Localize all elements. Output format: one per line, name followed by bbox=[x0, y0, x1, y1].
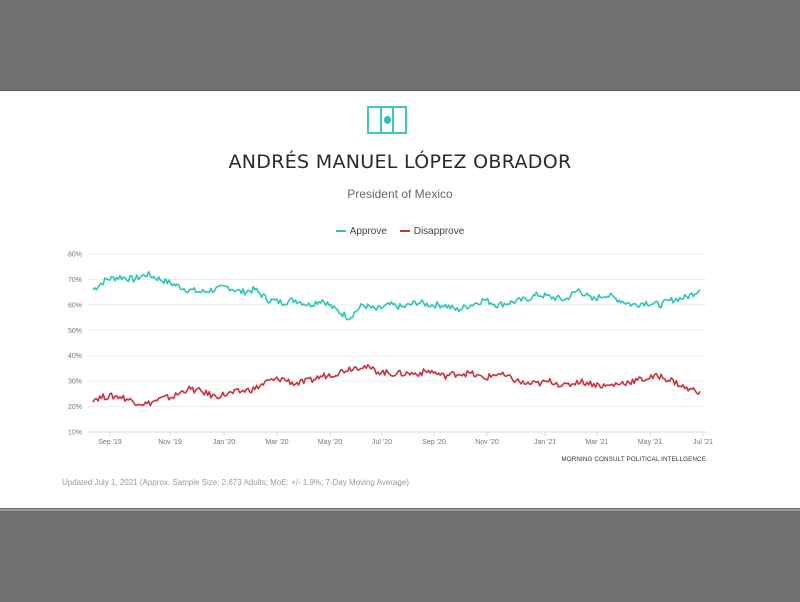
y-tick-label: 70% bbox=[68, 277, 82, 284]
chart-legend: Approve Disapprove bbox=[0, 224, 800, 237]
legend-item-disapprove[interactable]: Disapprove bbox=[399, 225, 465, 237]
chart-subtitle: President of Mexico bbox=[347, 187, 453, 201]
x-tick-label: Nov '20 bbox=[475, 439, 499, 446]
x-tick-label: Mar '20 bbox=[265, 439, 288, 446]
y-tick-label: 80% bbox=[68, 252, 82, 259]
top-background-band bbox=[0, 0, 800, 91]
x-tick-label: Jul '21 bbox=[693, 439, 713, 446]
chart-card: ANDRÉS MANUEL LÓPEZ OBRADOR President of… bbox=[0, 91, 800, 508]
x-tick-label: Jul '20 bbox=[372, 439, 392, 446]
data-lines bbox=[92, 271, 701, 407]
x-tick-label: Mar '21 bbox=[585, 439, 608, 446]
disapprove-swatch-icon bbox=[399, 230, 410, 232]
line-chart: 10% 20% 30% 40% 50% 60% 70% 80% Sep '19 Nov '19 J… bbox=[68, 252, 713, 447]
bottom-background-band bbox=[0, 509, 800, 602]
x-tick-label: Sep '20 bbox=[422, 439, 446, 446]
y-tick-label: 50% bbox=[68, 328, 82, 335]
source-credit: MORNING CONSULT POLITICAL INTELLGENCE bbox=[561, 456, 706, 463]
y-tick-label: 20% bbox=[68, 404, 82, 411]
x-tick-label: Nov '19 bbox=[158, 439, 182, 446]
x-tick-label: May '20 bbox=[318, 439, 342, 446]
legend-item-approve[interactable]: Approve bbox=[335, 225, 387, 237]
y-tick-label: 10% bbox=[68, 430, 82, 437]
x-tick-label: May '21 bbox=[638, 439, 662, 446]
update-footnote: Updated July 1, 2021 (Approx. Sample Siz… bbox=[62, 478, 409, 487]
chart-title: ANDRÉS MANUEL LÓPEZ OBRADOR bbox=[228, 151, 572, 173]
legend-label-disapprove: Disapprove bbox=[413, 225, 465, 237]
x-axis-labels: Sep '19 Nov '19 Jan '20 Mar '20 May '20 Jul '… bbox=[98, 432, 713, 446]
x-tick-label: Jan '21 bbox=[534, 439, 556, 446]
x-tick-label: Sep '19 bbox=[98, 439, 122, 446]
x-tick-label: Jan '20 bbox=[213, 439, 235, 446]
series-line-disapprove bbox=[92, 363, 701, 407]
y-axis-labels: 10% 20% 30% 40% 50% 60% 70% 80% bbox=[68, 252, 82, 437]
y-tick-label: 40% bbox=[68, 353, 82, 360]
mexico-flag-icon bbox=[367, 106, 407, 134]
gridlines bbox=[88, 253, 706, 433]
legend-label-approve: Approve bbox=[349, 225, 387, 237]
y-tick-label: 60% bbox=[68, 302, 82, 309]
series-line-approve bbox=[92, 271, 701, 321]
approve-swatch-icon bbox=[335, 230, 346, 232]
y-tick-label: 30% bbox=[68, 379, 82, 386]
